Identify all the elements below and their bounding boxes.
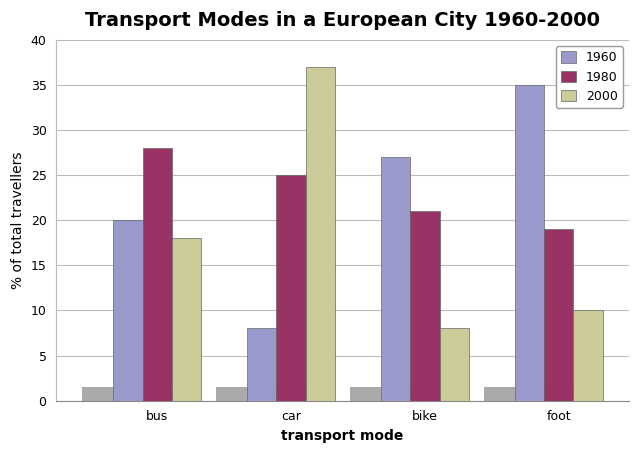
- Bar: [83, 387, 173, 400]
- Bar: [276, 175, 306, 400]
- Bar: [143, 148, 172, 400]
- Bar: [410, 211, 440, 400]
- Y-axis label: % of total travellers: % of total travellers: [11, 152, 25, 289]
- Bar: [515, 85, 544, 400]
- Legend: 1960, 1980, 2000: 1960, 1980, 2000: [556, 46, 623, 108]
- Bar: [247, 329, 276, 400]
- X-axis label: transport mode: transport mode: [282, 429, 404, 443]
- Bar: [216, 387, 307, 400]
- Title: Transport Modes in a European City 1960-2000: Transport Modes in a European City 1960-…: [85, 11, 600, 30]
- Bar: [440, 329, 469, 400]
- Bar: [573, 311, 603, 400]
- Bar: [172, 238, 202, 400]
- Bar: [350, 387, 441, 400]
- Bar: [113, 220, 143, 400]
- Bar: [484, 387, 575, 400]
- Bar: [544, 229, 573, 400]
- Bar: [381, 157, 410, 400]
- Bar: [306, 67, 335, 400]
